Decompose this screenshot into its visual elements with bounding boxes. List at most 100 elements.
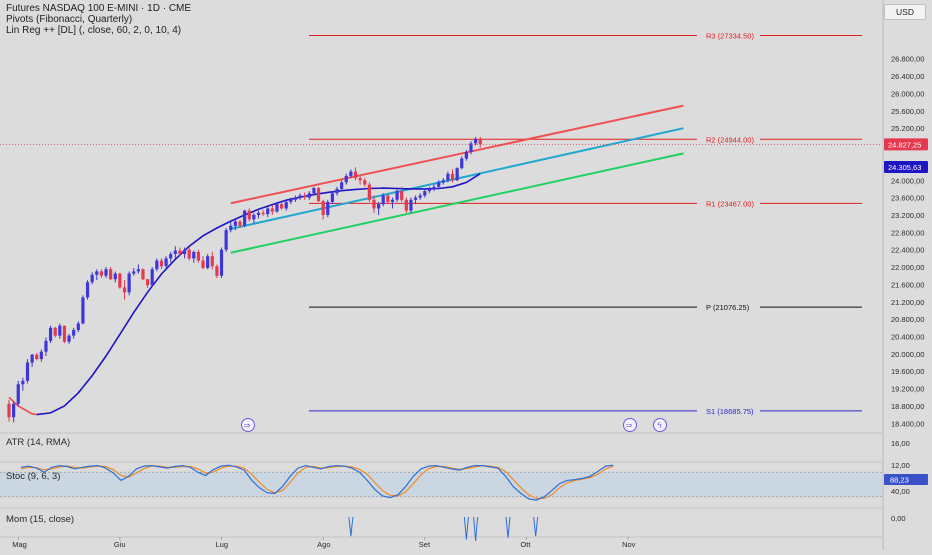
price-tick-label: 18.400,00 [891,419,924,428]
candle [446,171,450,183]
channel-lower-line [230,152,684,254]
candle [349,169,353,179]
candle-body [113,273,117,280]
candle-body [95,271,99,275]
candle-body [206,256,210,268]
candle [418,193,422,200]
candle [381,193,385,207]
candle-body [284,201,288,209]
candle-body [450,173,455,181]
candle [335,186,339,196]
candle-body [413,197,418,200]
candle [312,186,316,196]
candle-body [464,152,468,159]
candle [95,269,99,281]
candle [16,380,20,406]
candle [395,188,399,202]
candle [187,247,191,261]
mom-indicator-label[interactable]: Mom (15, close) [6,514,75,525]
candle [252,212,256,224]
candle-body [335,188,339,194]
candle-body [99,271,103,276]
time-axis-label: Ago [317,540,330,549]
candle-body [390,199,395,202]
time-axis: Mag Giu Lug Ago Set Ott Nov [12,537,636,549]
candle [450,169,455,183]
momentum-spike [505,516,511,538]
candle [48,325,53,344]
candle-body [7,403,11,418]
stoch-indicator-label[interactable]: Stoc (9, 6, 3) [6,471,61,482]
candle-body [76,323,80,330]
price-tick-label: 18.800,00 [891,402,924,411]
candle [279,201,284,210]
candle [413,195,418,205]
candle [261,209,265,216]
candle-body [12,403,16,418]
candle [363,178,367,187]
candle-body [48,327,53,341]
candle-body [173,250,177,255]
candle [229,221,233,233]
stoch-value-label: 88,23 [890,476,909,485]
candle [169,251,173,263]
candle-body [363,180,367,185]
linreg-indicator-label[interactable]: Lin Reg ++ [DL] (, close, 60, 2, 0, 10, … [6,25,182,36]
price-tick-label: 25.200,00 [891,124,924,133]
candle [201,256,205,270]
momentum-spike [463,516,469,540]
candle [206,254,210,270]
candle [478,136,482,148]
price-tick-label: 20.400,00 [891,333,924,342]
price-tick-label: 26.800,00 [891,55,924,64]
candle [164,256,168,268]
candle [178,247,182,257]
candle [307,191,311,200]
candle-body [275,204,279,212]
time-axis-label: Lug [216,540,229,549]
time-axis-label: Set [419,540,431,549]
candles [7,136,482,423]
candle-body [381,195,385,205]
candle [340,180,344,192]
candle [233,219,237,231]
stoch-k-line [20,464,614,501]
candle [266,207,270,218]
price-tick-label: 19.200,00 [891,385,924,394]
stoch-d-line [20,464,614,499]
candle-body [326,201,330,215]
atr-indicator-label[interactable]: ATR (14, RMA) [6,437,71,448]
candle-body [169,254,173,259]
candle [53,326,57,338]
symbol-title[interactable]: Futures NASDAQ 100 E-MINI · 1D · CME [6,3,192,14]
candle-body [141,269,145,280]
pivots-indicator-label[interactable]: Pivots (Fibonacci, Quarterly) [6,14,133,25]
candle [90,272,94,285]
candle [321,199,325,220]
momentum-spike [348,516,354,537]
candle [109,267,113,281]
price-tick-label: 26.000,00 [891,89,924,98]
candle [192,250,196,263]
price-tick-label: 26.400,00 [891,72,924,81]
candle-body [330,193,334,202]
candle-body [432,186,436,189]
hull-value-badge [884,160,928,173]
candle [367,182,371,202]
candle-body [104,269,108,276]
candle-body [219,249,224,276]
candle-body [72,330,76,336]
atr-axis-label: 16,00 [891,439,910,448]
stoch-band [0,472,882,497]
currency-selector[interactable]: USD [884,4,926,20]
last-price-label: 24.827,25 [888,140,921,149]
candle [289,197,293,205]
candle-body [377,204,381,209]
candle-body [367,184,371,200]
candle-body [238,221,242,226]
candle-body [178,250,182,255]
candle [372,195,376,213]
candle-body [229,225,233,231]
